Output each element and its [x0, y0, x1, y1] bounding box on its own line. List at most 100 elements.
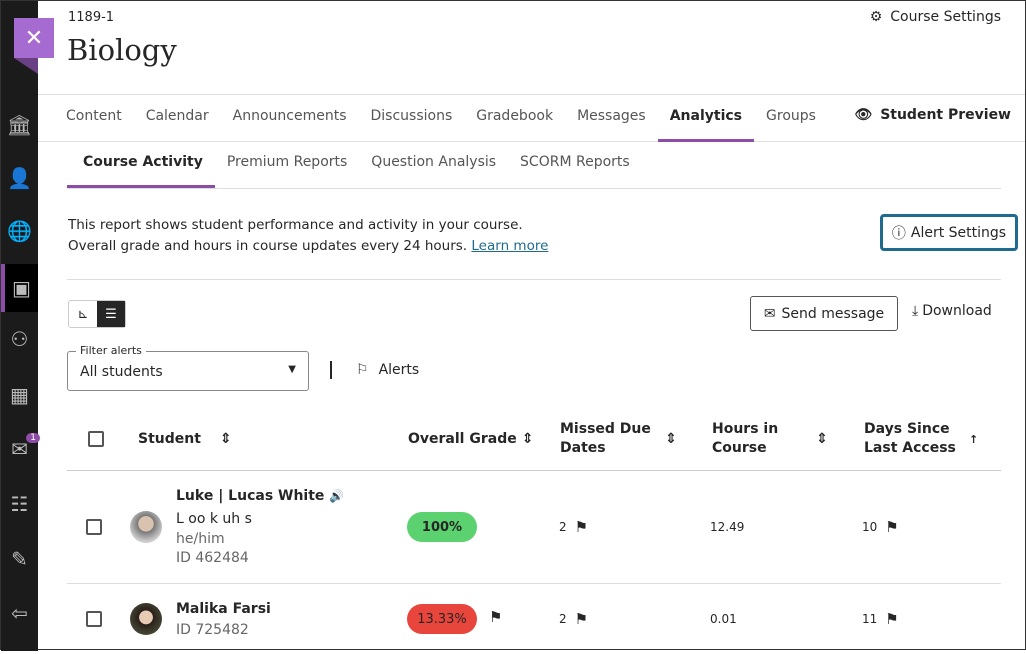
- sort-ascending-icon[interactable]: ↑: [969, 433, 979, 446]
- filter-value: All students: [80, 364, 163, 380]
- col-grade[interactable]: Overall Grade ⇕: [408, 430, 533, 449]
- message-badge: 1: [26, 433, 40, 443]
- avatar: [130, 603, 162, 635]
- groups-icon[interactable]: ⚇: [10, 327, 29, 351]
- tab-discussions[interactable]: Discussions: [370, 108, 453, 124]
- alert-icon: ⓘ: [891, 225, 906, 242]
- col-student-label: Student: [138, 431, 201, 447]
- flag-icon: ⚑: [489, 608, 503, 626]
- flag-icon: ⚑: [574, 518, 589, 536]
- close-course-button[interactable]: ✕: [14, 18, 54, 58]
- filter-alerts-select[interactable]: Filter alerts All students ▼: [67, 344, 309, 391]
- close-tab-fold: [14, 58, 38, 74]
- alerts-legend: ⚐ Alerts: [356, 362, 419, 378]
- student-id: ID 462484: [176, 550, 249, 566]
- chart-view-icon[interactable]: ⊾: [77, 306, 89, 322]
- institution-icon[interactable]: 🏛: [6, 113, 33, 137]
- tab-messages[interactable]: Messages: [577, 108, 646, 124]
- missed-value: 2: [559, 520, 567, 534]
- alert-settings-button[interactable]: ⓘ Alert Settings: [880, 214, 1018, 251]
- tab-announcements[interactable]: Announcements: [232, 108, 347, 124]
- audio-pronunciation-icon[interactable]: 🔊: [329, 489, 345, 503]
- view-toggle: ⊾ ☰: [68, 300, 126, 328]
- course-nav: Content Calendar Announcements Discussio…: [38, 94, 1025, 142]
- courses-icon[interactable]: ▣: [1, 264, 38, 312]
- download-button[interactable]: ⤓ Download: [912, 303, 992, 319]
- divider: [67, 279, 1001, 280]
- alert-settings-label: Alert Settings: [910, 224, 1007, 241]
- tab-question-analysis[interactable]: Question Analysis: [371, 154, 497, 170]
- caret-down-icon: ▼: [288, 364, 296, 375]
- col-days[interactable]: Days Since Last Access: [864, 420, 956, 458]
- avatar: [130, 511, 162, 543]
- table-row: Luke | Lucas White 🔊 L oo k uh s he/him …: [67, 471, 1001, 584]
- description-line-2: Overall grade and hours in course update…: [68, 238, 468, 254]
- col-hours-label-2: Course: [712, 440, 767, 456]
- row-checkbox[interactable]: [86, 611, 102, 627]
- gear-icon: ⚙: [869, 9, 883, 25]
- course-settings-label: Course Settings: [890, 9, 1001, 25]
- missed-due-dates: 2 ⚑: [559, 610, 588, 628]
- tab-groups[interactable]: Groups: [766, 108, 816, 124]
- send-message-button[interactable]: ✉ Send message: [750, 296, 898, 331]
- tab-content[interactable]: Content: [66, 108, 122, 124]
- page-title: Biology: [67, 33, 177, 67]
- tab-analytics[interactable]: Analytics: [657, 95, 755, 142]
- tab-gradebook[interactable]: Gradebook: [476, 108, 554, 124]
- list-view-icon[interactable]: ☰: [97, 301, 125, 327]
- student-preview-label: Student Preview: [880, 107, 1011, 123]
- sort-icon[interactable]: ⇕: [816, 431, 828, 447]
- course-settings-button[interactable]: ⚙ Course Settings: [870, 9, 1001, 25]
- tab-course-activity[interactable]: Course Activity: [67, 142, 215, 188]
- col-missed-label-2: Dates: [560, 440, 606, 456]
- sort-icon: ⇕: [219, 431, 232, 447]
- student-name-text: Luke | Lucas White: [176, 488, 325, 504]
- table-header: Student ⇕ Overall Grade ⇕ Missed Due Date…: [67, 411, 1001, 471]
- grade-pill: 13.33%: [407, 604, 477, 634]
- globe-icon[interactable]: 🌐: [7, 219, 32, 243]
- hours-value: 0.01: [710, 612, 737, 626]
- col-student[interactable]: Student ⇕: [138, 430, 232, 449]
- tab-scorm-reports[interactable]: SCORM Reports: [520, 154, 630, 170]
- days-since-access: 11 ⚑: [862, 610, 899, 628]
- select-all-checkbox[interactable]: [88, 431, 104, 447]
- pronouns: he/him: [176, 531, 225, 547]
- days-value: 11: [862, 612, 878, 626]
- eye-icon: 👁: [854, 107, 873, 123]
- alerts-label: Alerts: [378, 362, 420, 378]
- missed-value: 2: [559, 612, 567, 626]
- col-missed[interactable]: Missed Due Dates: [560, 420, 651, 458]
- row-checkbox[interactable]: [86, 519, 102, 535]
- days-value: 10: [862, 520, 878, 534]
- hours-value: 12.49: [710, 520, 745, 534]
- col-hours[interactable]: Hours in Course: [712, 420, 778, 458]
- envelope-icon: ✉: [763, 305, 776, 322]
- description-line-1: This report shows student performance an…: [68, 217, 523, 233]
- separator: [330, 361, 332, 379]
- learn-more-link[interactable]: Learn more: [471, 238, 549, 254]
- sort-icon: ⇕: [521, 431, 534, 447]
- table-row: Malika Farsi ID 725482 13.33% ⚑ 2 ⚑ 0.01 …: [67, 584, 1001, 654]
- calendar-icon[interactable]: ▦: [10, 383, 29, 407]
- student-id: ID 725482: [176, 622, 249, 638]
- filter-label: Filter alerts: [76, 344, 146, 357]
- sidebar: 🏛 👤 🌐 ▣ ⚇ ▦ ✉ 1 ☷ ✎ ⇦: [1, 1, 40, 651]
- profile-icon[interactable]: 👤: [7, 166, 32, 190]
- tools-icon[interactable]: ✎: [11, 547, 28, 571]
- grades-icon[interactable]: ☷: [10, 492, 29, 516]
- sort-icon[interactable]: ⇕: [665, 431, 677, 447]
- tab-premium-reports[interactable]: Premium Reports: [226, 154, 348, 170]
- col-grade-label: Overall Grade: [408, 431, 517, 447]
- messages-icon[interactable]: ✉ 1: [1, 429, 40, 469]
- student-name[interactable]: Malika Farsi: [176, 601, 271, 617]
- tab-calendar[interactable]: Calendar: [145, 108, 209, 124]
- student-preview-button[interactable]: 👁 Student Preview: [854, 107, 1011, 123]
- flag-icon: ⚐: [356, 362, 369, 378]
- col-days-label-2: Last Access: [864, 440, 956, 456]
- course-id: 1189-1: [68, 10, 115, 25]
- student-name[interactable]: Luke | Lucas White 🔊: [176, 488, 344, 504]
- flag-icon: ⚑: [885, 610, 899, 628]
- sign-out-icon[interactable]: ⇦: [11, 601, 28, 625]
- report-description: This report shows student performance an…: [68, 215, 548, 257]
- col-days-label-1: Days Since: [864, 421, 950, 437]
